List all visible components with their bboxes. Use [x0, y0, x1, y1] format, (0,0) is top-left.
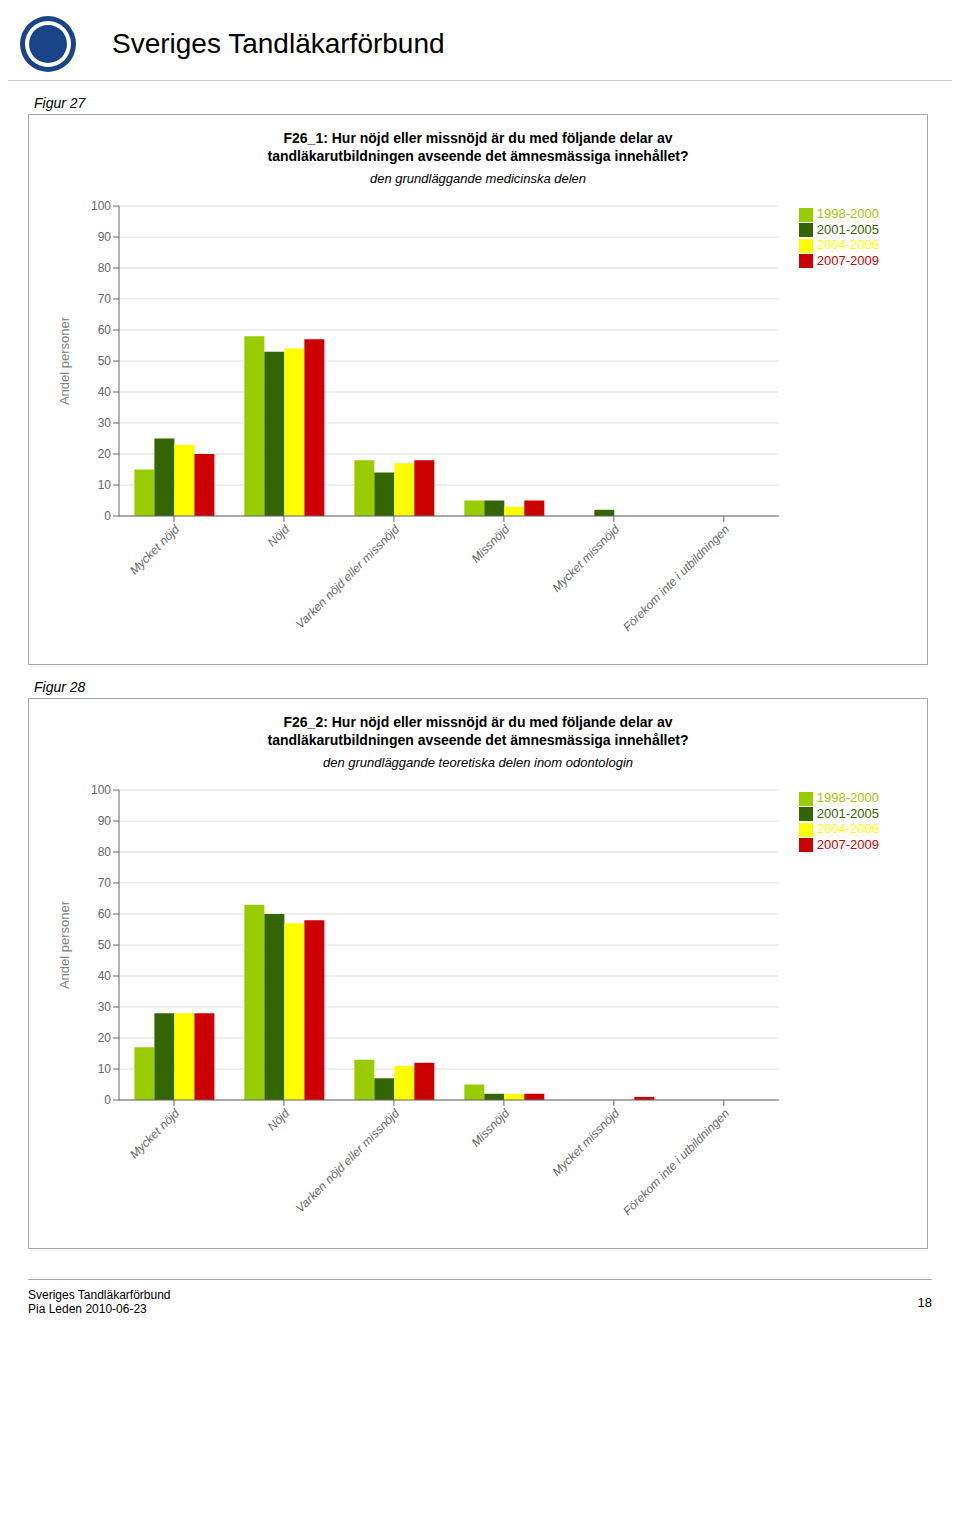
- svg-text:Förekom inte i utbildningen: Förekom inte i utbildningen: [620, 522, 732, 634]
- svg-text:30: 30: [98, 416, 112, 430]
- html-text:Figur 27: Figur 27: [34, 95, 86, 111]
- html-text:2007-2009: 2007-2009: [816, 836, 879, 852]
- svg-text:Varken nöjd eller missnöjd: Varken nöjd eller missnöjd: [293, 1106, 402, 1215]
- svg-text:Andel personer: Andel personer: [57, 316, 72, 405]
- svg-text:10: 10: [98, 1062, 112, 1076]
- svg-text:Nöjd: Nöjd: [265, 522, 293, 550]
- svg-text:0: 0: [104, 1093, 111, 1107]
- html-text:Pia Leden 2010-06-23: Pia Leden 2010-06-23: [28, 1302, 147, 1316]
- svg-text:50: 50: [98, 354, 112, 368]
- svg-text:Mycket nöjd: Mycket nöjd: [127, 1106, 182, 1161]
- html-text:den grundläggande teoretiska d: den grundläggande teoretiska delen inom …: [323, 755, 633, 770]
- svg-text:100: 100: [91, 199, 111, 213]
- html-text:F26_1: Hur nöjd eller missnöjd: F26_1: Hur nöjd eller missnöjd är du med…: [283, 130, 673, 146]
- html-text:2004-2006: 2004-2006: [816, 821, 879, 837]
- html-text:F26_2: Hur nöjd eller missnöjd: F26_2: Hur nöjd eller missnöjd är du med…: [283, 714, 673, 730]
- svg-text:0: 0: [104, 509, 111, 523]
- svg-text:Mycket nöjd: Mycket nöjd: [127, 522, 182, 577]
- svg-text:80: 80: [98, 261, 112, 275]
- html-text:2001-2005: 2001-2005: [816, 805, 879, 821]
- svg-text:Förekom inte i utbildningen: Förekom inte i utbildningen: [620, 1106, 732, 1218]
- html-text:2007-2009: 2007-2009: [816, 252, 879, 268]
- html-text:tandläkarutbildningen avseende: tandläkarutbildningen avseende det ämnes…: [267, 148, 689, 164]
- html-text:2004-2006: 2004-2006: [816, 237, 879, 253]
- svg-text:40: 40: [98, 969, 112, 983]
- svg-text:20: 20: [98, 1031, 112, 1045]
- html-text:den grundläggande medicinska d: den grundläggande medicinska delen: [369, 171, 586, 186]
- svg-text:Mycket missnöjd: Mycket missnöjd: [549, 1106, 622, 1179]
- html-text:2001-2005: 2001-2005: [816, 221, 879, 237]
- svg-text:90: 90: [98, 230, 112, 244]
- svg-text:50: 50: [98, 938, 112, 952]
- html-text:1998-2000: 1998-2000: [816, 206, 879, 221]
- svg-text:30: 30: [98, 1000, 112, 1014]
- svg-text:Missnöjd: Missnöjd: [469, 522, 513, 566]
- svg-text:10: 10: [98, 478, 112, 492]
- svg-text:40: 40: [98, 385, 112, 399]
- html-text:tandläkarutbildningen avseende: tandläkarutbildningen avseende det ämnes…: [267, 732, 689, 748]
- svg-text:70: 70: [98, 292, 112, 306]
- html-text:18: 18: [917, 1294, 932, 1310]
- svg-text:100: 100: [91, 783, 111, 797]
- html-text:Figur 28: Figur 28: [34, 679, 86, 695]
- svg-text:Varken nöjd eller missnöjd: Varken nöjd eller missnöjd: [293, 522, 402, 631]
- svg-text:90: 90: [98, 814, 112, 828]
- svg-text:80: 80: [98, 845, 112, 859]
- svg-text:60: 60: [98, 907, 112, 921]
- html-text:1998-2000: 1998-2000: [816, 790, 879, 805]
- svg-text:Nöjd: Nöjd: [265, 1106, 293, 1134]
- svg-text:Missnöjd: Missnöjd: [469, 1106, 513, 1150]
- svg-text:Mycket missnöjd: Mycket missnöjd: [549, 522, 622, 595]
- svg-text:70: 70: [98, 876, 112, 890]
- svg-text:60: 60: [98, 323, 112, 337]
- html-text:Sveriges Tandläkarförbund: Sveriges Tandläkarförbund: [112, 28, 445, 59]
- svg-text:20: 20: [98, 447, 112, 461]
- svg-text:Andel personer: Andel personer: [57, 900, 72, 989]
- html-text:Sveriges Tandläkarförbund: Sveriges Tandläkarförbund: [28, 1288, 171, 1302]
